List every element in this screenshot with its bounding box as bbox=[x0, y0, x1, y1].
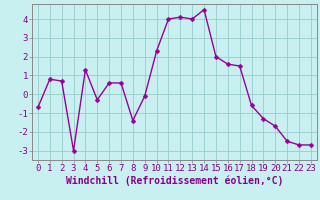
X-axis label: Windchill (Refroidissement éolien,°C): Windchill (Refroidissement éolien,°C) bbox=[66, 176, 283, 186]
